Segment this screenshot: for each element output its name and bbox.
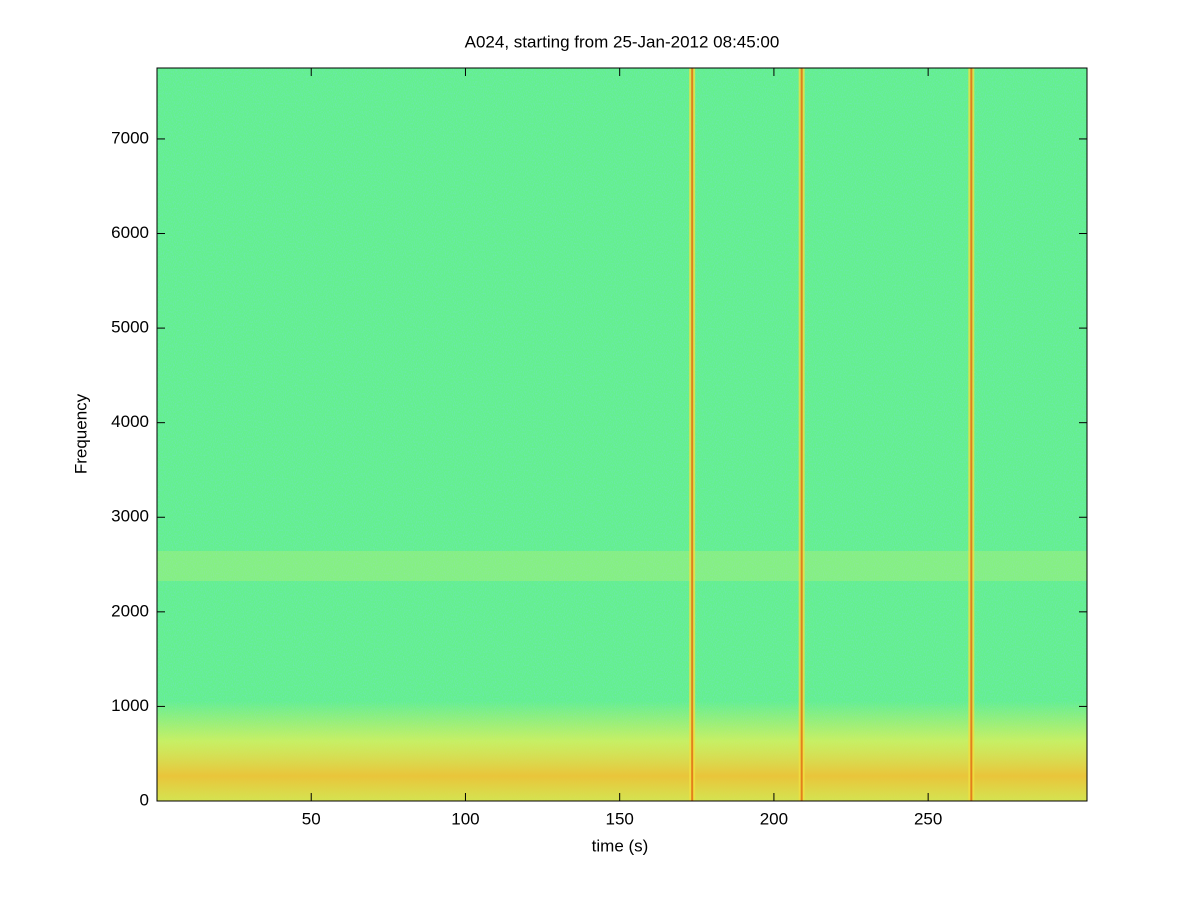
x-tick-label: 150	[605, 809, 633, 828]
event-line	[800, 68, 803, 801]
y-tick-label: 5000	[111, 318, 149, 337]
low-frequency-band	[157, 701, 1087, 801]
event-line	[970, 68, 973, 801]
y-tick-label: 1000	[111, 696, 149, 715]
y-tick-label: 0	[140, 790, 149, 809]
event-line	[691, 68, 694, 801]
x-tick-label: 250	[914, 809, 942, 828]
y-tick-label: 4000	[111, 412, 149, 431]
y-tick-label: 7000	[111, 128, 149, 147]
x-tick-label: 50	[302, 809, 321, 828]
axes-frame	[156, 67, 1088, 802]
plot-area	[157, 68, 1087, 801]
x-tick-label: 200	[760, 809, 788, 828]
y-tick-label: 6000	[111, 223, 149, 242]
x-tick-label: 100	[451, 809, 479, 828]
y-axis-label: Frequency	[71, 393, 90, 474]
chart-title: A024, starting from 25-Jan-2012 08:45:00	[465, 32, 780, 51]
mid-frequency-band	[157, 551, 1087, 581]
spectrogram-texture	[157, 68, 1087, 801]
x-axis-label: time (s)	[592, 836, 649, 855]
y-tick-label: 2000	[111, 601, 149, 620]
y-tick-label: 3000	[111, 507, 149, 526]
